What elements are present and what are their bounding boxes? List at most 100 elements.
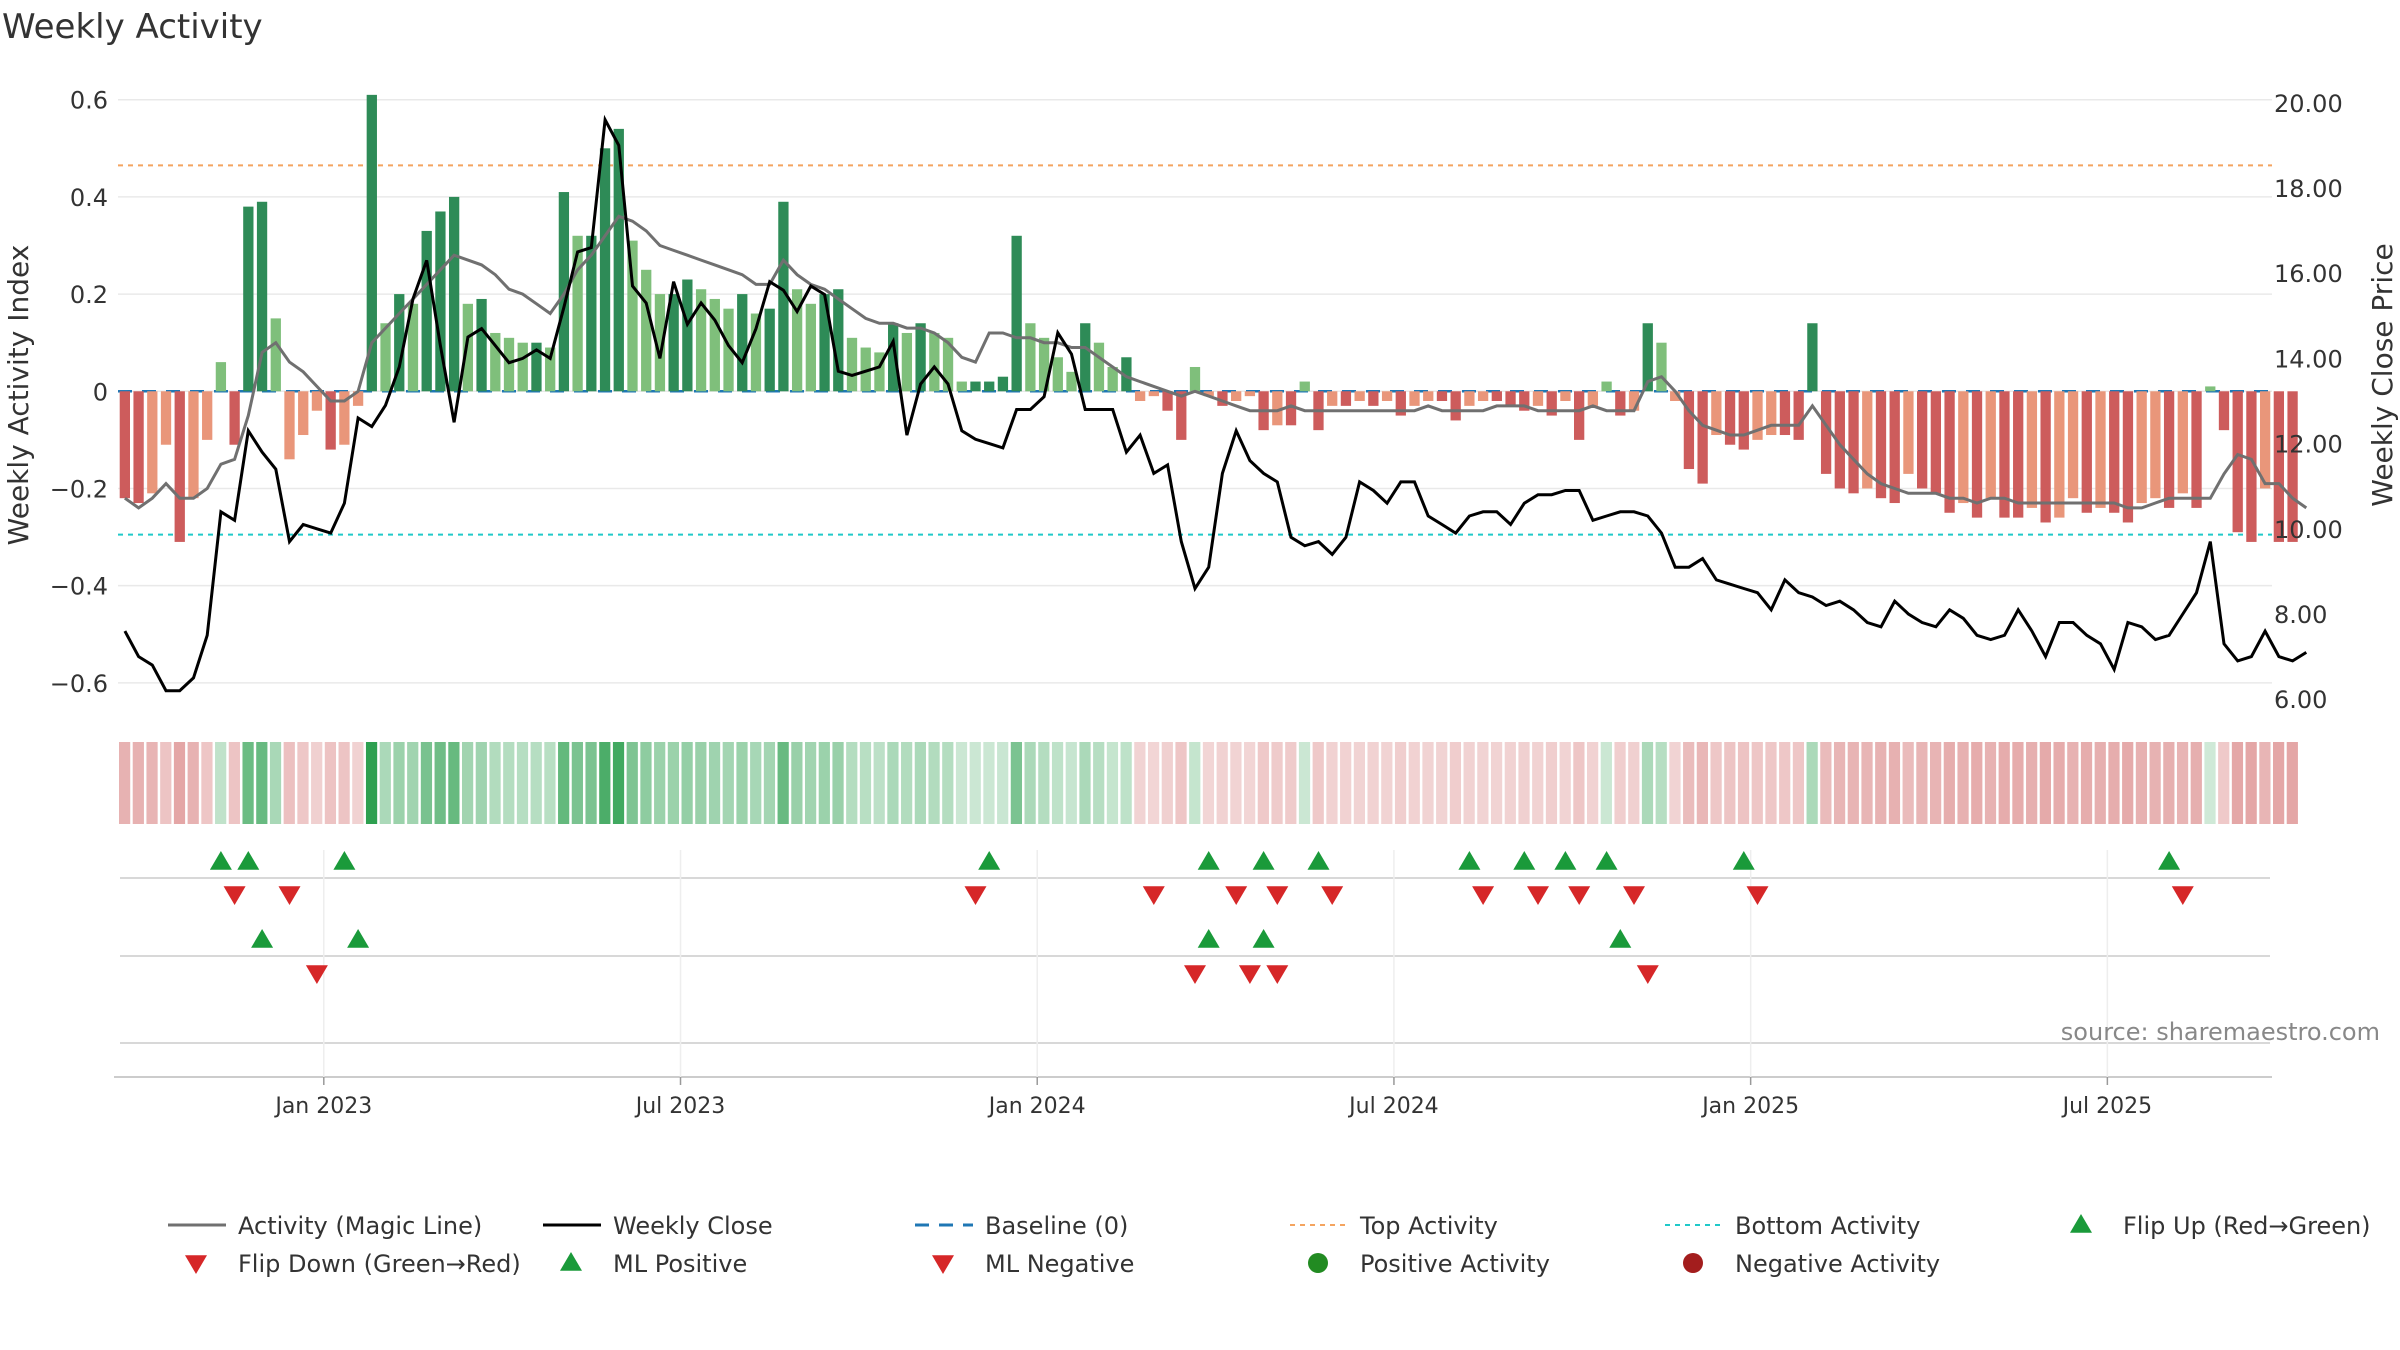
y2-tick-label: 20.00	[2274, 90, 2343, 118]
activity-bar	[695, 289, 707, 392]
heat-cell	[1394, 742, 1407, 824]
x-tick-label: Jul 2024	[1347, 1094, 1439, 1119]
activity-bar	[1450, 391, 1461, 421]
heat-cell	[365, 742, 378, 824]
heat-cell	[1093, 742, 1105, 824]
heat-cell	[1683, 742, 1695, 824]
activity-bar	[1217, 391, 1228, 406]
flip-up-marker	[1252, 851, 1275, 870]
activity-bar	[1464, 391, 1475, 406]
heat-cell	[2053, 742, 2065, 824]
heat-cell	[928, 742, 940, 824]
y-tick-label: 0.4	[70, 184, 108, 212]
legend-label: Activity (Magic Line)	[238, 1212, 482, 1240]
activity-bar	[229, 391, 240, 445]
heat-cell	[1175, 742, 1187, 824]
heat-cell	[736, 742, 748, 824]
heat-cell	[2135, 742, 2148, 824]
heat-cell	[1628, 742, 1640, 824]
heat-cell	[338, 742, 350, 824]
heat-cell	[187, 742, 199, 824]
reference-lines	[118, 164, 2272, 536]
activity-bar	[1724, 391, 1736, 445]
heat-cell	[750, 742, 762, 824]
activity-bar	[1820, 391, 1832, 474]
activity-bar	[860, 347, 871, 392]
heat-cell	[887, 742, 899, 824]
heat-cell	[1614, 742, 1626, 824]
ml-negative-marker	[305, 965, 328, 984]
activity-bar	[1121, 357, 1132, 392]
legend-swatch-up	[560, 1252, 582, 1271]
heat-cell	[324, 742, 337, 824]
heat-cell	[1806, 742, 1818, 824]
y2-tick-label: 16.00	[2274, 260, 2343, 288]
activity-bar	[1642, 323, 1653, 392]
heat-cell	[1641, 742, 1654, 824]
heat-cell	[379, 742, 391, 824]
activity-bar	[586, 235, 597, 392]
activity-bar	[1354, 391, 1365, 401]
flip-up-marker	[1513, 851, 1536, 870]
heat-cell	[2273, 742, 2285, 824]
x-tick-label: Jan 2023	[273, 1094, 372, 1119]
flip-up-marker	[2158, 851, 2181, 870]
activity-bar	[174, 391, 185, 542]
heat-cell	[1532, 742, 1544, 824]
flip-down-marker	[1142, 886, 1165, 905]
flip-up-marker	[1307, 851, 1330, 870]
activity-bar	[2136, 391, 2147, 504]
activity-bar	[1272, 391, 1283, 426]
heat-cell	[2012, 742, 2024, 824]
y-tick-label: −0.6	[50, 670, 108, 698]
activity-bar	[1738, 391, 1749, 450]
heat-cell	[2026, 742, 2038, 824]
activity-bar	[668, 294, 679, 392]
heat-cell	[2108, 742, 2120, 824]
y-tick-label: 0.2	[70, 281, 108, 309]
heat-cell	[1381, 742, 1393, 824]
y2-axis-label: Weekly Close Price	[2366, 243, 2399, 506]
weekly-close-line	[123, 114, 2308, 693]
activity-bar	[1381, 391, 1393, 401]
activity-bar	[888, 323, 899, 392]
flip-up-marker	[1732, 851, 1755, 870]
activity-bar	[750, 313, 762, 392]
activity-bar	[1025, 323, 1036, 392]
activity-bar	[1299, 381, 1310, 392]
activity-bar	[1052, 357, 1063, 392]
heat-cell	[1504, 742, 1516, 824]
activity-bar	[380, 323, 391, 392]
activity-bar	[805, 303, 816, 392]
activity-bar	[1889, 391, 1900, 504]
y2-tick-label: 14.00	[2274, 345, 2343, 373]
heat-cell	[2218, 742, 2230, 824]
y-tick-label: −0.4	[50, 573, 108, 601]
activity-bar	[613, 128, 624, 392]
activity-bar	[1958, 391, 1969, 504]
activity-bar	[1189, 366, 1201, 392]
heat-cell	[1340, 742, 1352, 824]
activity-bar	[2259, 391, 2271, 489]
activity-bar	[284, 391, 295, 460]
activity-bar	[1285, 391, 1297, 426]
activity-bar	[997, 376, 1009, 392]
heat-cell	[2245, 742, 2257, 824]
activity-bar	[2273, 391, 2285, 542]
flip-up-marker	[333, 851, 356, 870]
heat-cell	[1449, 742, 1462, 824]
y-tick-label: 0	[93, 378, 108, 406]
activity-bar	[2013, 391, 2024, 518]
activity-bar	[1134, 391, 1146, 401]
heat-cell	[1353, 742, 1365, 824]
heat-cell	[1189, 742, 1201, 824]
y2-tick-label: 10.00	[2274, 516, 2343, 544]
heat-cell	[1779, 742, 1791, 824]
activity-bar	[1368, 391, 1379, 406]
activity-bar	[339, 391, 350, 445]
activity-bar	[2067, 391, 2079, 499]
heat-cell	[708, 742, 721, 824]
heat-cell	[1573, 742, 1585, 824]
y2-tick-label: 8.00	[2274, 601, 2327, 629]
